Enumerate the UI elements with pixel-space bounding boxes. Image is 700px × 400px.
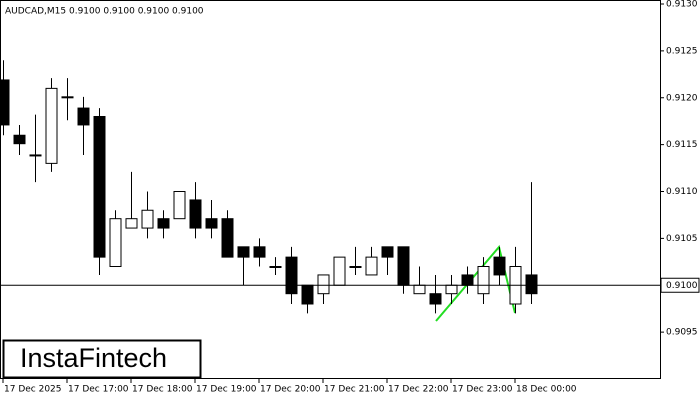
x-tick-label: 17 Dec 2025 <box>4 385 62 395</box>
candle-body <box>429 293 442 305</box>
logo: InstaFintech <box>20 343 167 373</box>
candle-body <box>173 191 186 220</box>
x-tick-label: 18 Dec 00:00 <box>516 385 577 395</box>
candle-body <box>141 209 154 229</box>
candle-body <box>61 96 74 99</box>
candle-body <box>157 218 170 229</box>
candle-body <box>0 79 10 126</box>
logo-box <box>2 339 202 379</box>
candle-body <box>269 266 282 268</box>
candle-body <box>29 154 42 157</box>
current-price-box <box>660 277 700 293</box>
x-tick-label: 17 Dec 20:00 <box>260 385 321 395</box>
candle-body <box>365 256 378 276</box>
candle-body <box>333 256 346 286</box>
candle-body <box>525 274 538 295</box>
candle-body <box>349 266 362 268</box>
candle-body <box>413 284 426 295</box>
candle-body <box>93 116 106 258</box>
y-tick-label: 0.9110 <box>666 187 698 197</box>
candle-body <box>221 218 234 258</box>
x-tick-label: 17 Dec 18:00 <box>132 385 193 395</box>
y-tick-label: 0.9130 <box>666 0 698 10</box>
y-tick-label: 0.9105 <box>666 234 698 244</box>
candle-body <box>285 256 298 295</box>
candle-body <box>253 246 266 258</box>
candle-body <box>109 218 122 267</box>
candle-body <box>301 284 314 305</box>
candle-body <box>189 199 202 229</box>
candle-body <box>205 218 218 229</box>
candle-body <box>493 256 506 276</box>
y-tick-label: 0.9095 <box>666 328 698 338</box>
chart-subtitle: AUDCAD,M15 0.9100 0.9100 0.9100 0.9100 <box>5 7 204 17</box>
candle-body <box>445 284 458 295</box>
candle-body <box>397 246 410 286</box>
candle-body <box>77 107 90 126</box>
y-tick-label: 0.9115 <box>666 140 698 150</box>
candle-body <box>461 274 474 286</box>
x-tick-label: 17 Dec 23:00 <box>452 385 513 395</box>
candle-body <box>237 246 250 258</box>
candle-body <box>45 87 58 164</box>
x-tick-label: 17 Dec 21:00 <box>324 385 385 395</box>
y-tick-label: 0.9125 <box>666 46 698 56</box>
candle-body <box>477 266 490 295</box>
y-tick-label: 0.9120 <box>666 93 698 103</box>
candle-body <box>317 274 330 295</box>
x-tick-label: 17 Dec 19:00 <box>196 385 257 395</box>
x-tick-label: 17 Dec 17:00 <box>68 385 129 395</box>
candle-body <box>381 246 394 258</box>
candle-body <box>125 218 138 229</box>
x-tick-label: 17 Dec 22:00 <box>388 385 449 395</box>
plot-frame <box>0 0 661 379</box>
candle-body <box>13 134 26 145</box>
current-price-label: 0.9100 <box>666 281 698 291</box>
